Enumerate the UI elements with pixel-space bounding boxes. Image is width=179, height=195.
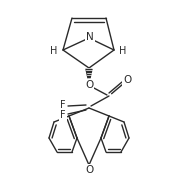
Text: H: H xyxy=(50,46,58,56)
Text: F: F xyxy=(60,110,66,120)
Text: H: H xyxy=(119,46,127,56)
Text: O: O xyxy=(85,80,93,90)
Text: O: O xyxy=(85,165,93,175)
Text: N: N xyxy=(86,32,94,42)
Text: F: F xyxy=(60,100,66,110)
Polygon shape xyxy=(86,69,92,83)
Text: O: O xyxy=(123,75,131,85)
